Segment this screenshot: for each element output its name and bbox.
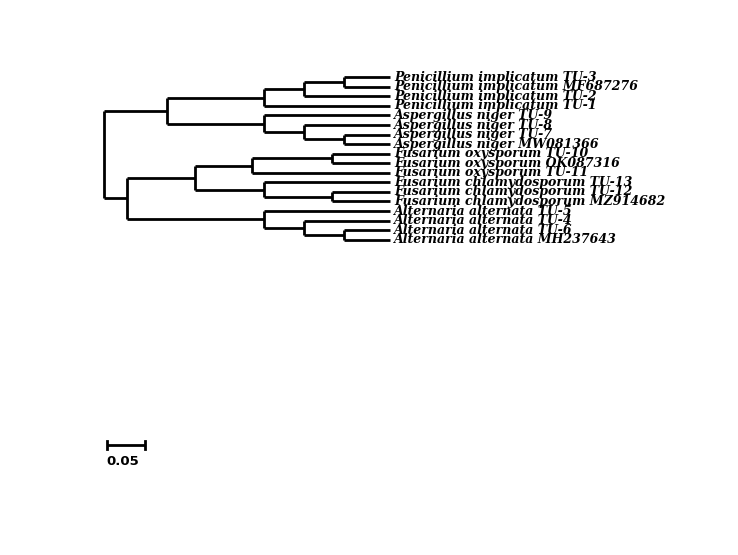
- Text: Alternaria alternata MH237643: Alternaria alternata MH237643: [394, 233, 617, 246]
- Text: Alternaria alternata TU-4: Alternaria alternata TU-4: [394, 214, 573, 227]
- Text: Penicillium implicatum TU-1: Penicillium implicatum TU-1: [394, 99, 597, 113]
- Text: Fusarium chlamydosporum MZ914682: Fusarium chlamydosporum MZ914682: [394, 195, 666, 208]
- Text: Aspergillus niger TU-9: Aspergillus niger TU-9: [394, 109, 554, 122]
- Text: Fusarium chlamydosporum TU-13: Fusarium chlamydosporum TU-13: [394, 176, 632, 189]
- Text: Penicillium implicatum TU-3: Penicillium implicatum TU-3: [394, 71, 597, 84]
- Text: Fusarium chlamydosporum TU-12: Fusarium chlamydosporum TU-12: [394, 185, 632, 199]
- Text: Aspergillus niger TU-7: Aspergillus niger TU-7: [394, 128, 554, 141]
- Text: Penicillium implicatum TU-2: Penicillium implicatum TU-2: [394, 90, 597, 103]
- Text: Alternaria alternata TU-5: Alternaria alternata TU-5: [394, 205, 573, 218]
- Text: Aspergillus niger TU-8: Aspergillus niger TU-8: [394, 119, 554, 132]
- Text: Aspergillus niger MW081366: Aspergillus niger MW081366: [394, 138, 600, 150]
- Text: Fusarium oxysporum TU-10: Fusarium oxysporum TU-10: [394, 147, 588, 160]
- Text: Penicillium implicatum MF687276: Penicillium implicatum MF687276: [394, 80, 638, 93]
- Text: Alternaria alternata TU-6: Alternaria alternata TU-6: [394, 224, 573, 236]
- Text: 0.05: 0.05: [106, 456, 139, 468]
- Text: Fusarium oxysporum OK087316: Fusarium oxysporum OK087316: [394, 157, 620, 170]
- Text: Fusarium oxysporum TU-11: Fusarium oxysporum TU-11: [394, 166, 588, 179]
